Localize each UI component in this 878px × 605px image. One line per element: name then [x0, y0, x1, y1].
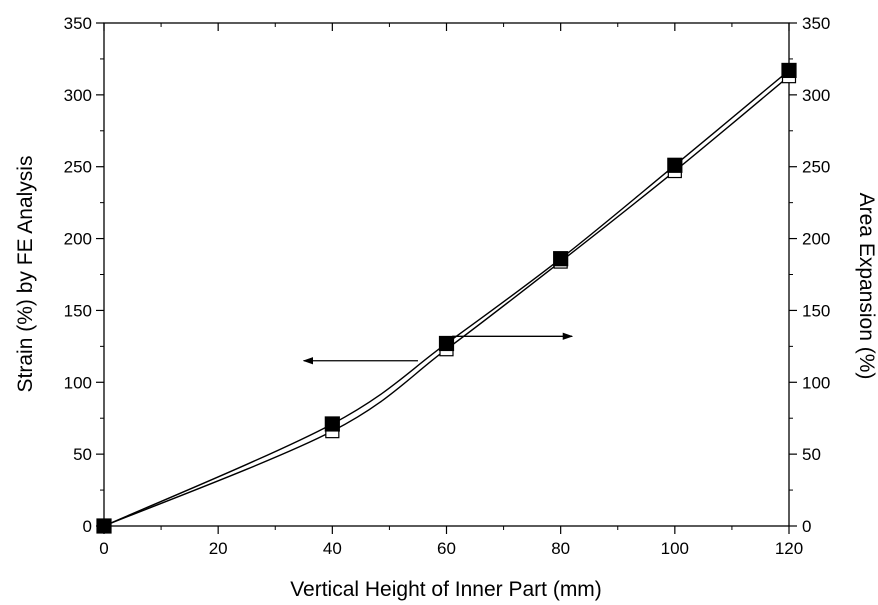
y2-tick-label: 350 — [802, 14, 830, 33]
y-tick-label: 350 — [64, 14, 92, 33]
x-tick-label: 40 — [323, 539, 342, 558]
y2-tick-label: 250 — [802, 158, 830, 177]
series-2-point — [324, 416, 340, 432]
y-tick-label: 250 — [64, 158, 92, 177]
x-tick-label: 60 — [437, 539, 456, 558]
series-2-point — [96, 518, 112, 534]
y-axis-title-left: Strain (%) by FE Analysis — [14, 156, 37, 393]
y-tick-label: 300 — [64, 86, 92, 105]
series-2-line — [103, 69, 790, 527]
curves-layer — [103, 69, 790, 527]
y2-tick-label: 300 — [802, 86, 830, 105]
plot-frame — [103, 22, 790, 527]
y-tick-label: 100 — [64, 373, 92, 392]
series-1-line — [103, 75, 790, 527]
y2-tick-label: 0 — [802, 517, 811, 536]
x-tick-label: 100 — [661, 539, 689, 558]
y-tick-label: 200 — [64, 230, 92, 249]
arrows-layer — [302, 332, 574, 365]
series-2-point — [553, 251, 569, 267]
ticks-layer: 0 20 40 60 80 100 120 0 50 100 150 200 250 300 350 0 50 1… — [64, 14, 831, 558]
x-tick-label: 0 — [99, 539, 108, 558]
y-tick-label: 0 — [83, 517, 92, 536]
x-tick-label: 120 — [775, 539, 803, 558]
x-axis-title: Vertical Height of Inner Part (mm) — [290, 578, 602, 601]
y-tick-label: 150 — [64, 301, 92, 320]
markers-layer — [96, 62, 797, 534]
series-2-point — [781, 62, 797, 79]
y-tick-label: 50 — [73, 445, 92, 464]
y2-tick-label: 200 — [802, 230, 830, 249]
series-2-point — [667, 157, 683, 173]
series-2-point — [438, 335, 455, 352]
y2-tick-label: 150 — [802, 301, 830, 320]
x-tick-label: 80 — [551, 539, 570, 558]
y2-tick-label: 50 — [802, 445, 821, 464]
x-tick-label: 20 — [209, 539, 228, 558]
y2-tick-label: 100 — [802, 373, 830, 392]
y-axis-title-right: Area Expansion (%) — [855, 193, 878, 380]
